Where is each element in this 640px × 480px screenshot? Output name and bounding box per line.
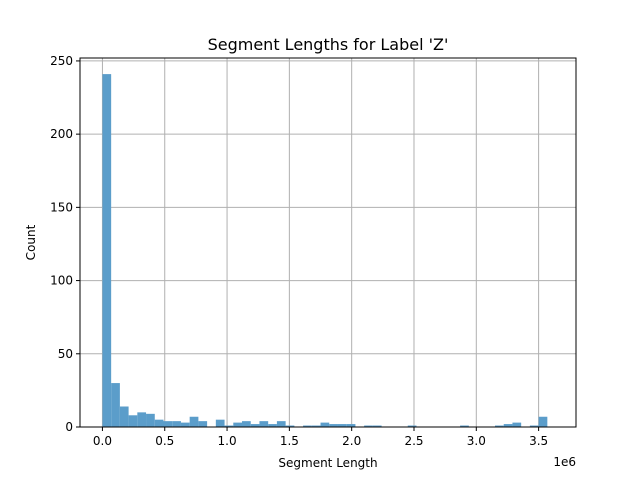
histogram-bar [337, 424, 347, 427]
histogram-bar [233, 422, 243, 427]
x-tick-label: 2.0 [342, 434, 361, 448]
histogram-bar [128, 415, 138, 427]
histogram-bar [303, 425, 312, 427]
histogram-bar [529, 425, 539, 427]
histogram-bars [102, 74, 548, 427]
histogram-bar [163, 421, 173, 427]
histogram-bar [460, 425, 469, 427]
y-tick-label: 250 [50, 54, 73, 68]
y-tick-label: 150 [50, 200, 73, 214]
histogram-bar [268, 424, 277, 427]
histogram-bar [102, 74, 112, 427]
histogram-bar [259, 421, 269, 427]
histogram-bar [538, 416, 548, 427]
histogram-bar [189, 416, 199, 427]
grid-lines [80, 58, 576, 428]
histogram-bar [276, 421, 286, 427]
plot-frame [79, 57, 577, 428]
x-tick-label: 3.5 [529, 434, 548, 448]
y-tick-label: 50 [58, 347, 73, 361]
histogram-bar [146, 413, 155, 427]
histogram-bar [250, 424, 260, 427]
x-tick-label: 0.0 [93, 434, 112, 448]
histogram-bar [285, 425, 295, 427]
histogram-bar [503, 424, 513, 427]
histogram-bar [329, 424, 338, 427]
axis-ticks: 0.0 0.5 1.0 1.5 2.0 2.5 3.0 3.5 0 50 100 150 200 250 [50, 54, 548, 448]
histogram-bar [224, 425, 234, 427]
histogram-bar [372, 425, 382, 427]
x-tick-label: 0.5 [155, 434, 174, 448]
x-tick-label: 2.5 [404, 434, 423, 448]
histogram-bar [198, 421, 208, 427]
histogram-bar [512, 422, 522, 427]
histogram-bar [119, 406, 129, 427]
histogram-bar [311, 425, 321, 427]
histogram-bar [407, 425, 417, 427]
histogram-bar [172, 421, 181, 427]
x-axis-offset-label: 1e6 [553, 455, 576, 469]
x-tick-label: 1.5 [280, 434, 299, 448]
histogram-bar [242, 421, 251, 427]
x-tick-label: 1.0 [218, 434, 237, 448]
chart-title: Segment Lengths for Label 'Z' [208, 35, 449, 54]
histogram-bar [346, 424, 356, 427]
histogram-bar [137, 412, 147, 427]
x-tick-label: 3.0 [467, 434, 486, 448]
histogram-bar [215, 419, 225, 427]
histogram-bar [364, 425, 373, 427]
histogram-bar [494, 425, 504, 427]
histogram-bar [320, 422, 330, 427]
histogram-bar [180, 422, 190, 427]
x-axis-label: Segment Length [278, 456, 377, 470]
y-tick-label: 0 [65, 420, 73, 434]
histogram-bar [154, 419, 164, 427]
y-tick-label: 100 [50, 274, 73, 288]
y-tick-label: 200 [50, 127, 73, 141]
y-axis-label: Count [24, 224, 38, 260]
histogram-bar [111, 383, 120, 427]
